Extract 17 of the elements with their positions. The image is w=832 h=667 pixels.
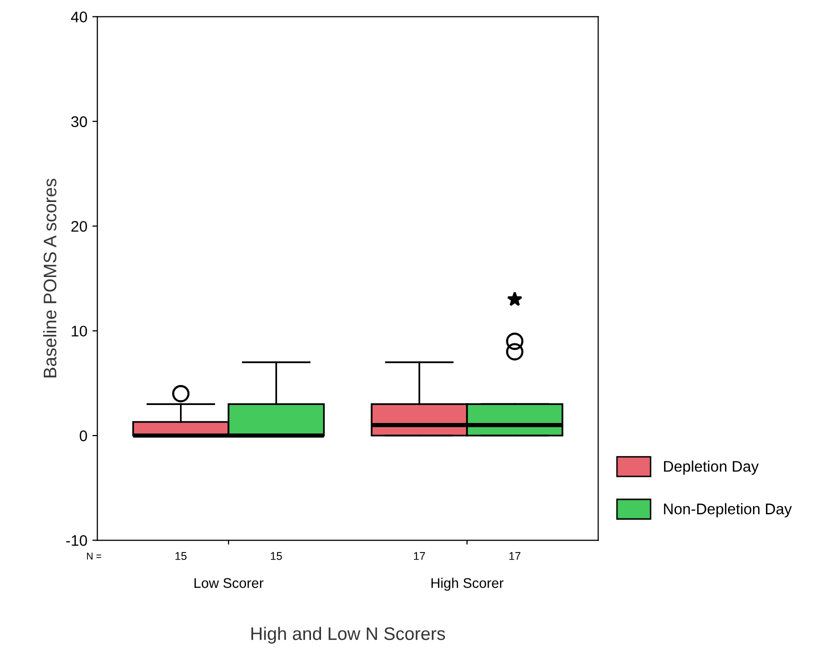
text: 17 xyxy=(414,552,425,560)
text: 17 xyxy=(509,552,520,560)
x-axis-title: High and Low N Scorers xyxy=(251,626,445,644)
text: 15 xyxy=(270,552,282,560)
x-tick-label: High Scorer xyxy=(432,578,504,591)
y-tick-label: 20 xyxy=(71,220,88,232)
legend-label: Depletion Day xyxy=(664,460,759,475)
y-tick-label: 40 xyxy=(70,12,88,22)
y-tick-label: 0 xyxy=(80,430,88,442)
y-tick-label: 10 xyxy=(72,326,88,337)
text: N = xyxy=(87,552,102,560)
y-tick-label: 30 xyxy=(71,116,88,128)
x-tick-label: Low Scorer xyxy=(194,578,264,588)
legend-label: Non-Depletion Day xyxy=(664,503,792,518)
y-tick-label: -10 xyxy=(66,535,88,546)
text: 15 xyxy=(175,552,187,560)
y-axis-title: Baseline POMS A scores xyxy=(43,178,56,378)
